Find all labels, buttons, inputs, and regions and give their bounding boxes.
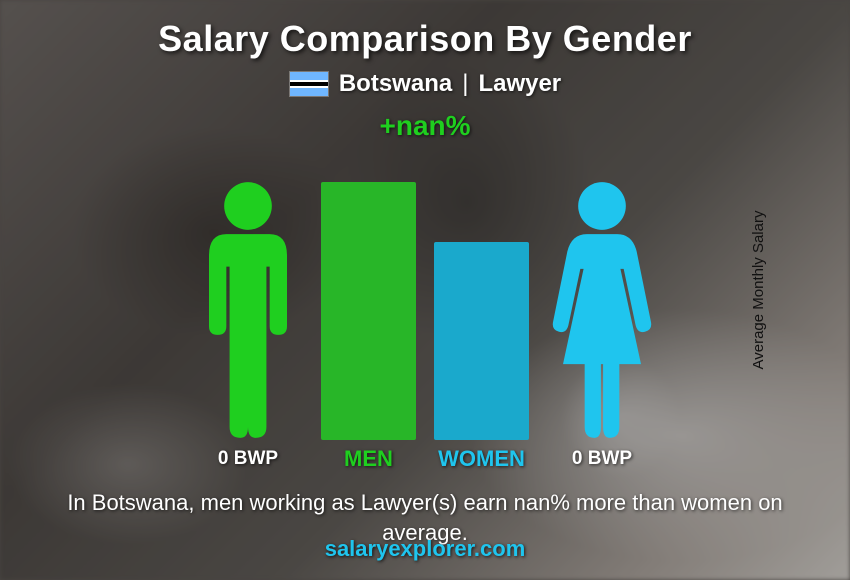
- female-person-icon: [547, 180, 657, 440]
- job-label: Lawyer: [478, 70, 561, 98]
- chart-labels-row: 0 BWP MEN WOMEN 0 BWP: [105, 446, 745, 472]
- women-bar-col: [434, 140, 529, 440]
- y-axis-label: Average Monthly Salary: [750, 211, 767, 370]
- male-person-icon: [193, 180, 303, 440]
- separator: |: [462, 70, 468, 98]
- country-label: Botswana: [339, 70, 452, 98]
- men-value: 0 BWP: [193, 446, 303, 472]
- men-bar-col: [321, 140, 416, 440]
- subtitle-row: Botswana | Lawyer: [289, 70, 561, 98]
- percent-diff-label: +nan%: [379, 110, 470, 142]
- men-figure-col: [193, 140, 303, 440]
- site-credit: salaryexplorer.com: [325, 536, 526, 562]
- women-figure-col: [547, 140, 657, 440]
- comparison-chart: +nan% 0 BWP MEN WOMEN 0 BWP: [105, 140, 745, 440]
- men-bar: [321, 182, 416, 440]
- men-label: MEN: [321, 446, 416, 472]
- main-title: Salary Comparison By Gender: [158, 18, 692, 60]
- botswana-flag-icon: [289, 71, 329, 97]
- women-label: WOMEN: [434, 446, 529, 472]
- infographic-content: Salary Comparison By Gender Botswana | L…: [0, 0, 850, 580]
- women-bar: [434, 242, 529, 440]
- women-value: 0 BWP: [547, 446, 657, 472]
